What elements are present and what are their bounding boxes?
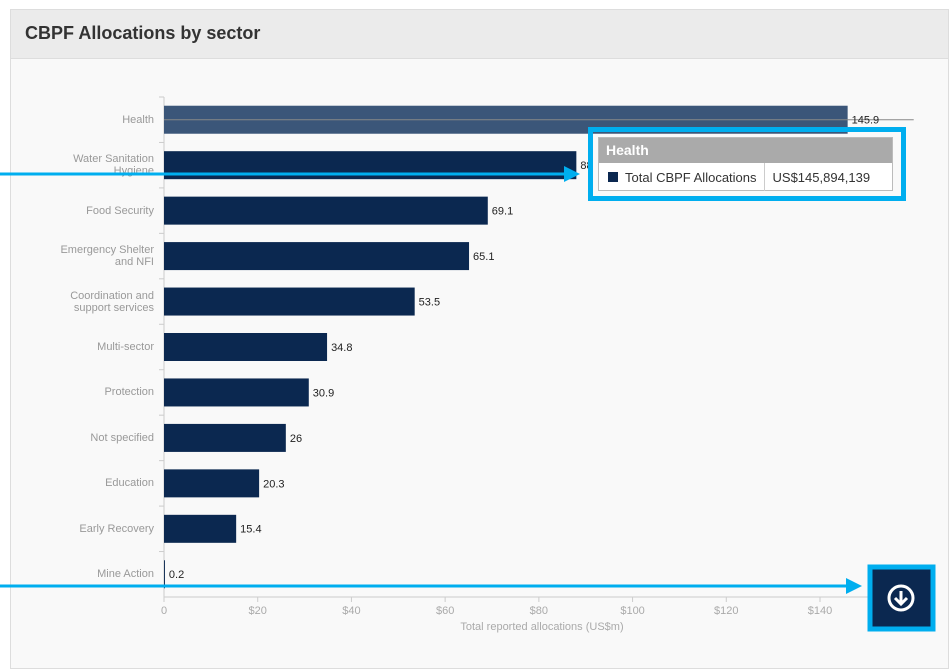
- category-label: Multi-sector: [97, 341, 154, 353]
- x-tick-label: $140: [808, 605, 832, 617]
- panel-header: CBPF Allocations by sector: [11, 10, 948, 59]
- x-tick-label: $20: [249, 605, 267, 617]
- value-label: 20.3: [263, 478, 284, 490]
- tooltip: Health Total CBPF Allocations US$145,894…: [598, 137, 893, 191]
- value-label: 65.1: [473, 251, 494, 263]
- value-label: 0.2: [169, 569, 184, 581]
- category-label: Food Security: [86, 204, 154, 217]
- bar: [164, 287, 415, 316]
- bar: [164, 333, 328, 361]
- value-label: 88: [580, 160, 592, 172]
- category-label: Emergency Shelter and NFI: [60, 244, 154, 269]
- x-axis-title: Total reported allocations (US$m): [460, 621, 623, 633]
- x-tick-label: $60: [436, 605, 454, 617]
- bar: [164, 560, 165, 589]
- tooltip-swatch: [608, 172, 618, 182]
- x-tick-label: $40: [342, 605, 360, 617]
- value-label: 53.5: [419, 296, 440, 308]
- category-label: Water Sanitation Hygiene: [73, 153, 154, 178]
- bar: [164, 151, 577, 180]
- category-label: Education: [105, 477, 154, 490]
- value-label: 30.9: [313, 387, 334, 399]
- category-label: Early Recovery: [79, 522, 154, 535]
- x-tick-label: 0: [161, 605, 167, 617]
- tooltip-value: US$145,894,139: [763, 163, 870, 191]
- x-tick-label: $80: [530, 605, 548, 617]
- bar: [164, 514, 237, 543]
- bar: [164, 378, 309, 407]
- bar: [164, 242, 470, 271]
- category-label: Health: [122, 113, 154, 126]
- category-label: Not specified: [90, 431, 154, 444]
- category-label: Coordination and support services: [70, 289, 154, 314]
- x-tick-label: $100: [620, 605, 644, 617]
- tooltip-series: Total CBPF Allocations: [625, 169, 757, 185]
- bar: [164, 423, 286, 452]
- x-tick-label: $120: [714, 605, 738, 617]
- tooltip-title: Health: [599, 138, 892, 163]
- tooltip-row: Total CBPF Allocations US$145,894,139: [599, 163, 892, 191]
- chart-title: CBPF Allocations by sector: [25, 23, 261, 43]
- value-label: 69.1: [492, 206, 513, 218]
- bar: [164, 469, 260, 498]
- value-label: 34.8: [331, 342, 352, 354]
- value-label: 26: [290, 433, 302, 445]
- value-label: 145.9: [852, 115, 880, 127]
- category-label: Protection: [104, 386, 154, 399]
- bar: [164, 196, 488, 225]
- category-label: Mine Action: [97, 568, 154, 581]
- value-label: 15.4: [240, 524, 261, 536]
